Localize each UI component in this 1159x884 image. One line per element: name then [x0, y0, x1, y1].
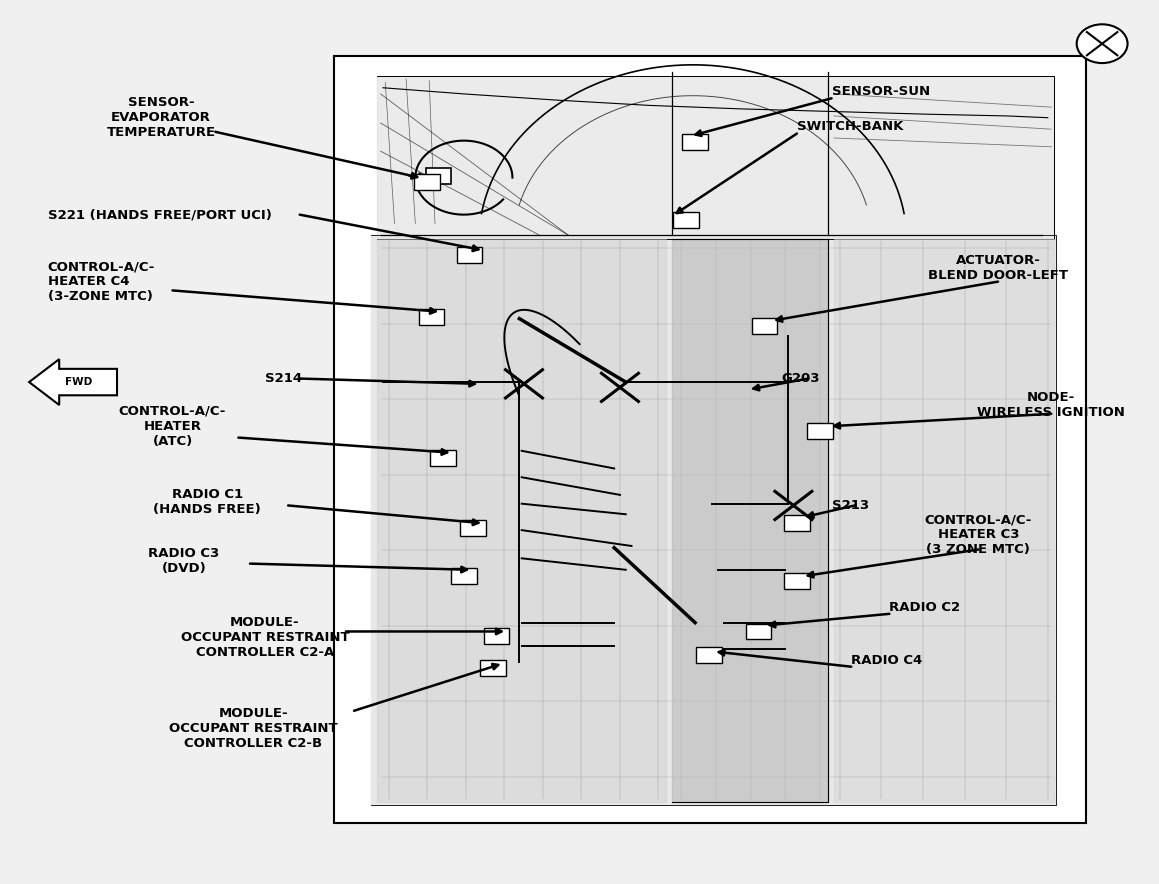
Bar: [418, 309, 444, 324]
Polygon shape: [371, 235, 1056, 805]
Text: CONTROL-A/C-
HEATER C4
(3-ZONE MTC): CONTROL-A/C- HEATER C4 (3-ZONE MTC): [48, 260, 155, 303]
Polygon shape: [833, 240, 1054, 802]
Bar: [808, 423, 832, 439]
Text: RADIO C2: RADIO C2: [889, 601, 961, 614]
Text: SWITCH-BANK: SWITCH-BANK: [797, 120, 903, 133]
Bar: [673, 212, 699, 228]
Text: NODE-
WIRELESS IGNITION: NODE- WIRELESS IGNITION: [977, 391, 1125, 419]
Text: SENSOR-SUN: SENSOR-SUN: [831, 85, 930, 98]
Circle shape: [1077, 24, 1128, 63]
Text: RADIO C3
(DVD): RADIO C3 (DVD): [148, 547, 220, 575]
Bar: [697, 647, 722, 663]
Polygon shape: [672, 240, 828, 802]
Bar: [414, 174, 439, 190]
Text: MODULE-
OCCUPANT RESTRAINT
CONTROLLER C2-B: MODULE- OCCUPANT RESTRAINT CONTROLLER C2…: [169, 707, 337, 750]
Bar: [451, 568, 476, 583]
Bar: [683, 134, 708, 150]
Bar: [746, 623, 772, 639]
Text: S221 (HANDS FREE/PORT UCI): S221 (HANDS FREE/PORT UCI): [48, 208, 271, 221]
Text: SENSOR-
EVAPORATOR
TEMPERATURE: SENSOR- EVAPORATOR TEMPERATURE: [107, 96, 216, 139]
Bar: [483, 628, 509, 644]
Bar: [430, 450, 455, 466]
Bar: [785, 515, 810, 531]
Text: CONTROL-A/C-
HEATER
(ATC): CONTROL-A/C- HEATER (ATC): [119, 405, 226, 447]
Polygon shape: [377, 240, 666, 802]
Bar: [460, 521, 486, 537]
Text: S213: S213: [831, 499, 869, 512]
Text: G203: G203: [782, 372, 821, 385]
Text: ACTUATOR-
BLEND DOOR-LEFT: ACTUATOR- BLEND DOOR-LEFT: [928, 254, 1069, 281]
Text: FWD: FWD: [65, 377, 93, 387]
Bar: [457, 248, 482, 263]
Bar: [480, 659, 505, 675]
Bar: [752, 317, 778, 333]
Text: RADIO C1
(HANDS FREE): RADIO C1 (HANDS FREE): [153, 488, 261, 516]
Bar: [785, 574, 810, 589]
Text: MODULE-
OCCUPANT RESTRAINT
CONTROLLER C2-A: MODULE- OCCUPANT RESTRAINT CONTROLLER C2…: [181, 616, 349, 659]
Text: S214: S214: [265, 372, 302, 385]
FancyBboxPatch shape: [335, 56, 1086, 823]
Text: CONTROL-A/C-
HEATER C3
(3 ZONE MTC): CONTROL-A/C- HEATER C3 (3 ZONE MTC): [925, 513, 1032, 556]
Text: RADIO C4: RADIO C4: [851, 654, 923, 667]
Polygon shape: [377, 76, 1054, 240]
Bar: [425, 168, 451, 184]
Polygon shape: [29, 359, 117, 405]
